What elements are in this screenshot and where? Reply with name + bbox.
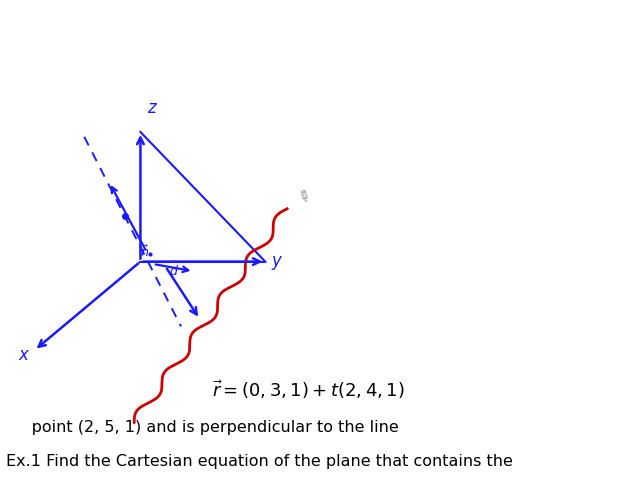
Text: point (2, 5, 1) and is perpendicular to the line: point (2, 5, 1) and is perpendicular to … <box>6 420 399 435</box>
Text: $\vec{d}$: $\vec{d}$ <box>168 261 179 279</box>
Text: $\vec{n}$: $\vec{n}$ <box>140 244 150 260</box>
Text: y: y <box>271 252 282 270</box>
Text: Ex.1 Find the Cartesian equation of the plane that contains the: Ex.1 Find the Cartesian equation of the … <box>6 454 513 468</box>
Text: ✎: ✎ <box>294 187 312 206</box>
Text: x: x <box>19 346 29 364</box>
Text: z: z <box>147 99 156 117</box>
Text: $\vec{r} = (0, 3, 1) + t(2, 4, 1)$: $\vec{r} = (0, 3, 1) + t(2, 4, 1)$ <box>212 378 405 401</box>
